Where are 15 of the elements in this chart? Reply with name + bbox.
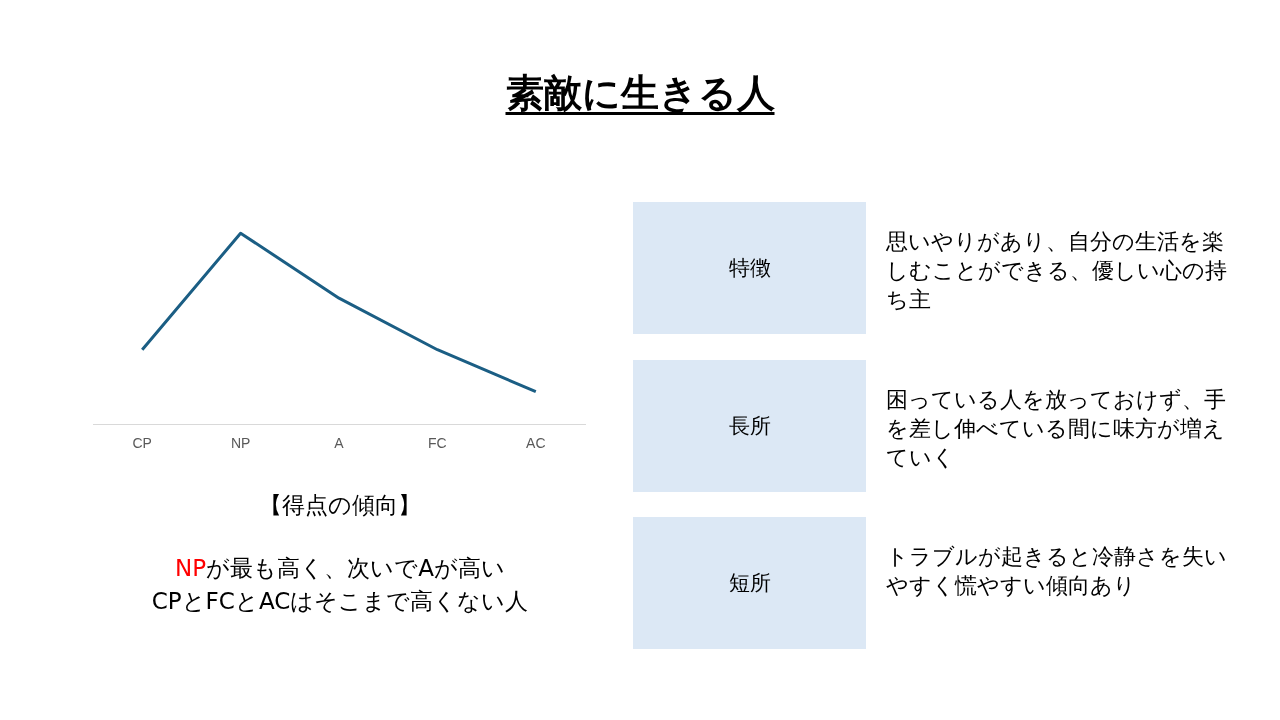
text: CPとFCとACはそこまで高くない人 — [150, 587, 530, 616]
text: トラブルが起きると冷静さを失いやすく慌やすい傾向あり — [886, 543, 1228, 600]
text: 【得点の傾向】 — [258, 491, 422, 520]
x-tick-label: AC — [526, 435, 546, 452]
text: 特徴 — [633, 202, 866, 334]
x-tick-label: FC — [428, 435, 447, 452]
text: 困っている人を放っておけず、手を差し伸べている間に味方が増えていく — [886, 386, 1227, 472]
x-tick-label: CP — [132, 435, 152, 452]
text: 長所 — [633, 360, 866, 492]
text: NP — [175, 555, 207, 581]
chart-title: 素敵に生きる人 — [504, 70, 776, 117]
x-tick-label: NP — [230, 435, 251, 452]
text: 短所 — [633, 517, 866, 649]
x-tick-label: A — [334, 435, 345, 452]
text: 思いやりがあり、自分の生活を楽しむことができる、優しい心の持ち主 — [886, 228, 1228, 314]
